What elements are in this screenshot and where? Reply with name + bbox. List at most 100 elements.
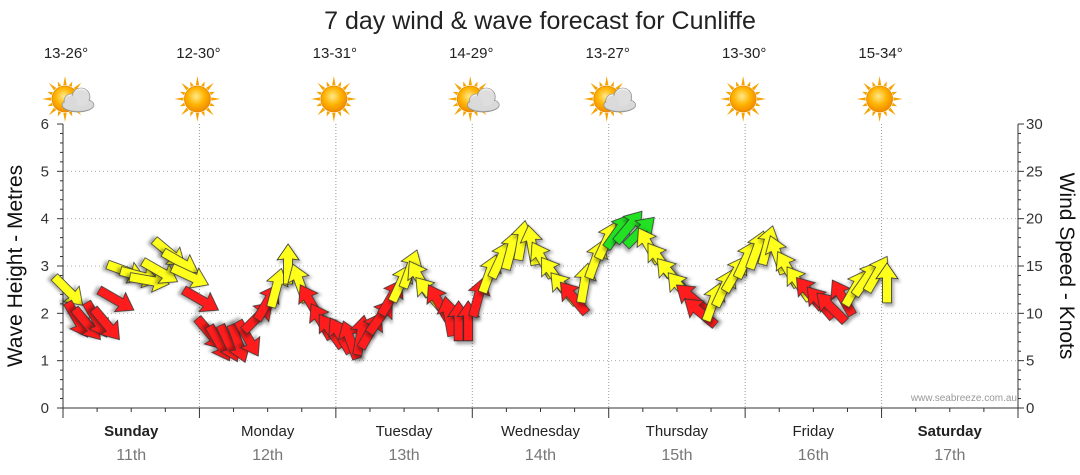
- day-temperature: 13-27°: [586, 45, 630, 62]
- sun-ray: [181, 107, 189, 116]
- sun-ray: [316, 102, 322, 107]
- sun-ray: [599, 81, 603, 87]
- sun-ray: [474, 81, 478, 87]
- sun-ray: [47, 91, 53, 96]
- right-tick-label: 0: [1026, 400, 1034, 417]
- sun-ray: [856, 97, 866, 101]
- day-name-label: Friday: [793, 423, 835, 440]
- sunny-icon: [174, 76, 221, 122]
- wind-arrows: [50, 210, 899, 364]
- sun-ray: [337, 81, 342, 87]
- day-name-label: Saturday: [918, 423, 983, 440]
- day-temperature: 13-30°: [722, 45, 766, 62]
- sun-ray: [454, 107, 462, 116]
- sun-ray: [735, 111, 740, 117]
- right-tick-label: 15: [1026, 258, 1043, 275]
- sun-ray: [346, 91, 352, 96]
- wind-arrow: [560, 281, 591, 317]
- left-tick-label: 5: [41, 163, 49, 180]
- cloud-shape: [61, 87, 95, 113]
- day-date-label: 11th: [116, 447, 146, 464]
- day-temperature: 14-29°: [449, 45, 493, 62]
- sun-ray: [347, 97, 357, 101]
- sunny-icon: [720, 76, 767, 122]
- sun-ray: [605, 112, 609, 122]
- sun-ray: [872, 111, 876, 117]
- sun-ray: [452, 91, 459, 96]
- sun-disc: [184, 85, 211, 113]
- day-temperature: 13-26°: [44, 45, 88, 62]
- day-date-label: 17th: [934, 447, 965, 464]
- sun-ray: [337, 111, 342, 117]
- sun-ray: [891, 102, 898, 107]
- sun-ray: [317, 107, 326, 116]
- sun-ray: [741, 76, 745, 86]
- sun-ray: [181, 82, 189, 91]
- sun-ray: [589, 91, 595, 96]
- sun-ray: [57, 81, 62, 87]
- sun-ray: [195, 76, 200, 86]
- sun-ray: [862, 91, 868, 96]
- sun-ray: [63, 112, 67, 122]
- right-axis-title: Wind Speed - Knots: [1055, 173, 1078, 360]
- wind-arrow: [276, 243, 300, 285]
- sun-ray: [179, 91, 186, 96]
- sun-ray: [201, 111, 205, 117]
- right-tick-label: 25: [1026, 163, 1043, 180]
- left-tick-label: 6: [41, 116, 49, 133]
- right-axis: 0 5 10 15 20 25 30: [1018, 116, 1043, 417]
- day-date-label: 14th: [525, 447, 556, 464]
- sun-ray: [326, 111, 331, 117]
- sun-ray: [463, 81, 467, 87]
- sun-ray: [888, 82, 896, 91]
- partly-cloudy-icon: [583, 76, 637, 122]
- sun-disc: [320, 85, 348, 113]
- sun-ray: [209, 91, 215, 96]
- day-date-label: 15th: [661, 447, 692, 464]
- sun-ray: [452, 102, 459, 107]
- sun-ray: [751, 107, 760, 116]
- sun-ray: [206, 82, 214, 91]
- sun-ray: [342, 107, 351, 116]
- sun-ray: [47, 102, 53, 107]
- sun-ray: [454, 82, 462, 91]
- sun-ray: [332, 76, 336, 86]
- sun-ray: [201, 81, 205, 87]
- sun-ray: [310, 97, 320, 101]
- sun-ray: [326, 81, 331, 87]
- wind-arrow: [265, 267, 289, 309]
- sun-ray: [863, 82, 871, 91]
- sun-ray: [48, 82, 57, 91]
- sun-ray: [174, 97, 184, 101]
- day-temperature: 13-31°: [313, 45, 357, 62]
- sun-ray: [726, 82, 735, 91]
- sun-ray: [615, 82, 623, 91]
- sun-ray: [735, 81, 740, 87]
- sun-ray: [741, 112, 745, 122]
- wind-arrow: [140, 257, 179, 284]
- sun-ray: [755, 91, 761, 96]
- right-tick-label: 10: [1026, 305, 1043, 322]
- sun-ray: [605, 76, 609, 86]
- sun-ray: [877, 76, 882, 86]
- sun-ray: [589, 102, 595, 107]
- sun-ray: [590, 107, 599, 116]
- sun-ray: [893, 97, 903, 101]
- day-name-label: Tuesday: [376, 423, 433, 440]
- sun-ray: [206, 107, 214, 116]
- left-axis: 0 1 2 3 4 5 6: [41, 116, 63, 417]
- sunny-icon: [310, 76, 357, 122]
- sun-ray: [883, 81, 887, 87]
- sun-ray: [755, 102, 761, 107]
- left-tick-label: 2: [41, 305, 49, 322]
- sun-ray: [863, 107, 871, 116]
- sun-ray: [316, 91, 322, 96]
- sun-ray: [891, 91, 898, 96]
- sun-ray: [862, 102, 868, 107]
- sun-ray: [42, 97, 52, 101]
- sun-ray: [468, 76, 472, 86]
- sun-ray: [342, 82, 351, 91]
- sun-ray: [190, 111, 194, 117]
- sun-ray: [332, 112, 336, 122]
